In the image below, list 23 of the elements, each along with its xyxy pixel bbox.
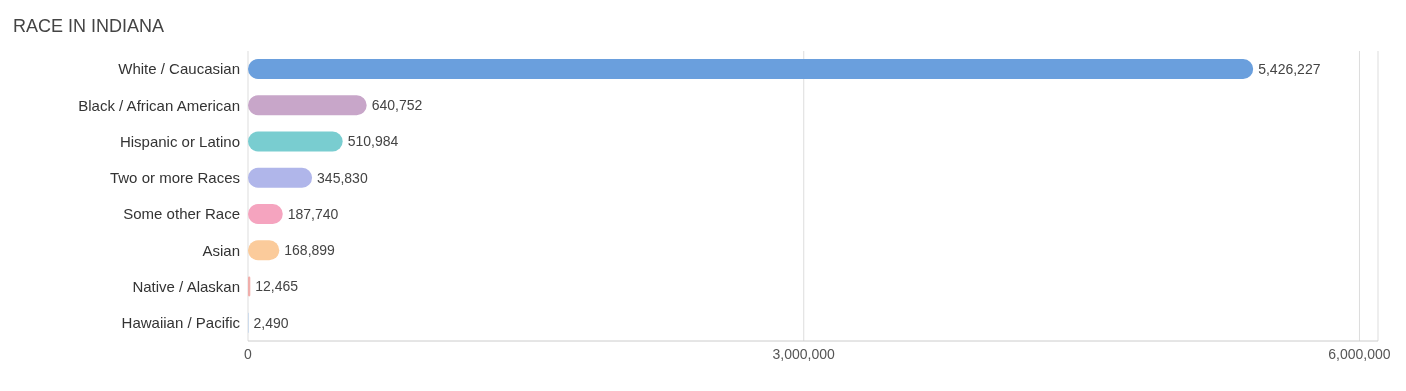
data-label: 640,752 <box>371 97 423 114</box>
y-tick-label: White / Caucasian <box>118 60 240 78</box>
text: RACE IN INDIANA <box>12 15 166 38</box>
y-tick-label: Hispanic or Latino <box>119 132 240 150</box>
data-label: 2,490 <box>253 314 289 331</box>
y-tick-label: Some other Race <box>123 205 240 223</box>
y-tick-label: Asian <box>202 241 240 259</box>
data-label: 168,899 <box>284 242 336 259</box>
y-tick-label: Hawaiian / Pacific <box>121 314 241 332</box>
y-tick-label: Native / Alaskan <box>132 277 240 295</box>
bar <box>248 95 367 116</box>
data-label: 5,426,227 <box>1258 60 1321 77</box>
x-tick-label: 3,000,000 <box>772 345 836 362</box>
data-label: 510,984 <box>347 133 399 150</box>
x-tick-label: 6,000,000 <box>1328 345 1391 362</box>
y-tick-label: Black / African American <box>78 96 240 114</box>
data-label: 12,465 <box>255 278 299 295</box>
bar <box>248 131 343 152</box>
y-tick-label: Two or more Races <box>109 169 240 187</box>
data-label: 187,740 <box>287 205 339 222</box>
bar <box>248 58 1254 79</box>
data-label: 345,830 <box>317 169 368 186</box>
x-tick-label: 0 <box>244 345 253 362</box>
